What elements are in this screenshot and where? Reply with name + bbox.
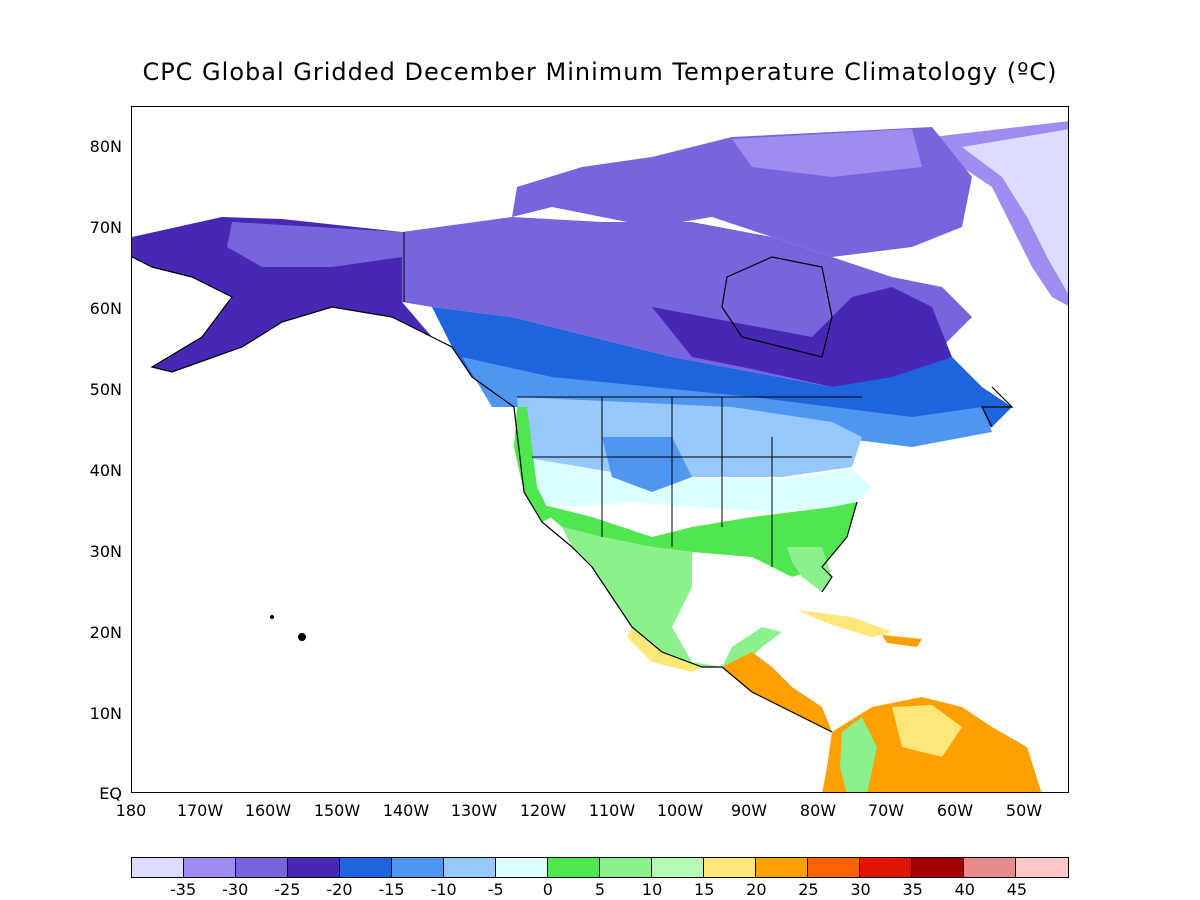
lat-label-60n: 60N [89,299,122,318]
hawaii-island-2 [270,615,274,619]
hispaniola [882,635,922,647]
hawaii-island [298,633,306,641]
colorbar-tick-label: -10 [430,880,457,899]
coastlines [132,256,1014,733]
lon-label-180: 180 [115,801,147,820]
colorbar-tick-label: -5 [487,880,504,899]
colorbar-tick-label: 25 [798,880,819,899]
greenland-interior [962,129,1068,294]
colorbar-tick-label: -30 [222,880,249,899]
colorbar-tick-label: -35 [170,880,197,899]
colorbar [131,857,1069,878]
lon-label-130w: 130W [450,801,498,820]
colorbar-swatch [704,858,756,877]
rockies-pocket [602,437,692,492]
lat-label-70n: 70N [89,218,122,237]
central-america [722,652,832,732]
state-borders [403,232,862,567]
colorbar-swatch [184,858,236,877]
florida [787,547,832,592]
lat-label-eq: EQ [99,784,122,803]
lon-label-170w: 170W [176,801,224,820]
colorbar-tick-label: 15 [694,880,715,899]
colorbar-swatch [132,858,184,877]
lon-label-120w: 120W [519,801,567,820]
colorbar-swatch [392,858,444,877]
lat-label-80n: 80N [89,137,122,156]
lat-label-50n: 50N [89,380,122,399]
alaska-north [227,222,402,267]
map-plot-area [131,106,1069,793]
lon-label-110w: 110W [588,801,636,820]
colorbar-tick-label: 35 [902,880,923,899]
map-title: CPC Global Gridded December Minimum Temp… [142,58,1058,86]
colorbar-swatch [340,858,392,877]
colorbar-tick-label: 10 [641,880,663,899]
colorbar-tick-label: 45 [1006,880,1028,899]
lon-label-160w: 160W [244,801,292,820]
lon-label-80w: 80W [799,801,837,820]
colorbar-swatch [236,858,288,877]
andes-cool [840,717,877,792]
sa-highland [892,705,962,757]
colorbar-tick-label: -25 [274,880,301,899]
lat-label-30n: 30N [89,542,122,561]
lon-label-70w: 70W [867,801,905,820]
lat-label-10n: 10N [89,704,122,723]
colorbar-tick-label: 20 [746,880,767,899]
colorbar-swatch [496,858,548,877]
mexico-region [562,527,782,667]
colorbar-swatch [1016,858,1068,877]
colorbar-tick-label: -15 [378,880,405,899]
colorbar-swatch [600,858,652,877]
colorbar-swatch [444,858,496,877]
colorbar-swatch [964,858,1016,877]
lon-label-100w: 100W [656,801,704,820]
lon-label-60w: 60W [936,801,974,820]
mexico-coast-warm [627,627,702,672]
lon-label-150w: 150W [313,801,361,820]
colorbar-tick-label: 5 [594,880,606,899]
lon-label-50w: 50W [1005,801,1043,820]
canada-southmost [462,357,992,447]
lon-label-90w: 90W [730,801,768,820]
canada-core-cold [652,287,952,387]
colorbar-swatch [756,858,808,877]
us-central [522,457,872,512]
colorbar-tick-label: 40 [954,880,975,899]
arctic-islands-north [732,129,922,177]
map-canvas [132,121,1068,792]
colorbar-swatch [288,858,340,877]
colorbar-tick-label: -20 [326,880,353,899]
colorbar-swatch [912,858,964,877]
lat-label-40n: 40N [89,461,122,480]
us-south [532,502,857,577]
canada-south [432,307,1012,437]
colorbar-swatch [652,858,704,877]
colorbar-tick-label: 0 [542,880,553,899]
cuba [797,610,892,637]
lon-label-140w: 140W [382,801,430,820]
colorbar-swatch [860,858,912,877]
lat-label-20n: 20N [89,623,122,642]
west-coast-strip [514,407,552,522]
colorbar-swatch [808,858,860,877]
colorbar-swatch [548,858,600,877]
colorbar-tick-label: 30 [850,880,871,899]
